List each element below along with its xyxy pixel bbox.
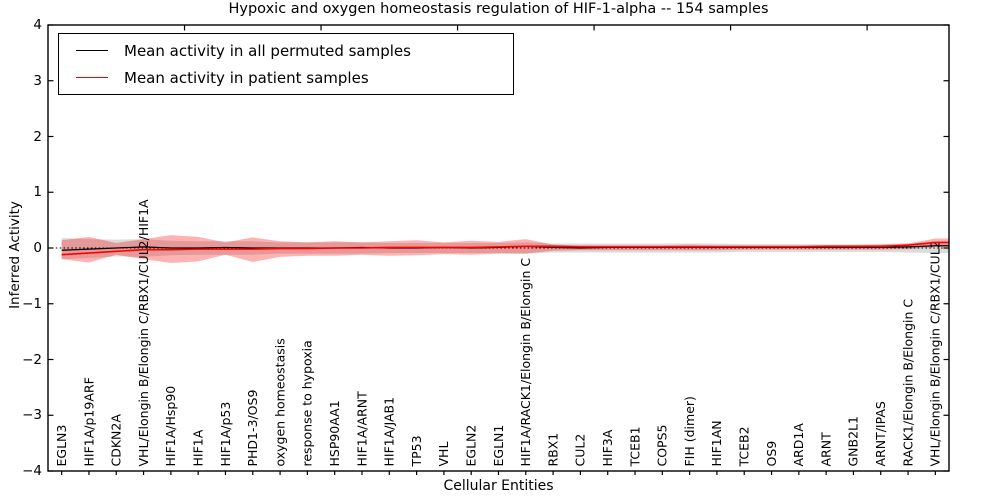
y-tick-label: −1 [22,295,42,312]
legend-label-permuted: Mean activity in all permuted samples [124,41,411,60]
x-tick-label-14: VHL [436,442,451,467]
y-tick-label: −4 [22,463,42,479]
legend: Mean activity in all permuted samples Me… [58,33,514,95]
x-tick-label-32: VHL/Elongin B/Elongin C/RBX1/CUL2 [928,240,943,466]
x-tick-label-0: EGLN3 [54,425,69,467]
x-tick-label-29: GNB2L1 [846,416,861,466]
x-tick-label-8: oxygen homeostasis [272,338,287,466]
x-tick-label-20: HIF3A [600,429,615,466]
x-tick-label-11: HIF1A/ARNT [354,391,369,467]
x-tick-label-12: HIF1A/JAB1 [382,397,397,467]
x-tick-label-18: RBX1 [545,433,560,467]
x-tick-label-6: HIF1A/p53 [218,402,233,467]
x-tick-label-7: PHD1-3/OS9 [245,390,260,467]
y-tick-label: 3 [33,72,42,89]
x-tick-label-13: TP53 [409,435,424,467]
legend-line-red-icon [76,77,108,78]
y-tick-label: 4 [33,17,42,33]
x-tick-label-26: OS9 [764,441,779,467]
x-tick-label-2: CDKN2A [109,414,124,467]
x-tick-label-25: TCEB2 [737,426,752,467]
permuted-std-band [61,237,950,260]
x-tick-label-24: HIF1AN [709,420,724,466]
y-tick-label: 0 [33,240,42,256]
x-tick-label-1: HIF1A/p19ARF [81,377,96,466]
x-tick-label-3: VHL/Elongin B/Elongin C/RBX1/CUL2/HIF1A [136,199,151,467]
x-tick-label-28: ARNT [818,432,833,467]
legend-entry-permuted: Mean activity in all permuted samples [76,42,513,60]
y-tick-label: 1 [33,184,42,201]
x-tick-label-23: FIH (dimer) [682,396,697,466]
legend-label-patient: Mean activity in patient samples [124,68,369,87]
x-tick-label-27: ARD1A [791,423,806,467]
x-tick-label-30: ARNT/IPAS [873,401,888,466]
series-line-patient [61,241,949,256]
x-tick-label-9: response to hypoxia [300,340,315,466]
y-tick-label: −2 [22,351,42,368]
x-tick-label-17: HIF1A/RACK1/Elongin B/Elongin C [518,258,533,467]
x-tick-label-19: CUL2 [573,434,588,467]
x-tick-label-31: RACK1/Elongin B/Elongin C [900,299,915,467]
x-tick-label-16: EGLN1 [491,425,506,467]
x-axis-title: Cellular Entities [443,478,554,494]
y-tick-label: 2 [33,128,42,145]
legend-line-black-icon [76,50,108,51]
x-tick-label-4: HIF1A/Hsp90 [163,386,178,467]
x-tick-label-22: COPS5 [655,425,670,467]
x-tick-label-5: HIF1A [190,429,205,466]
x-tick-label-21: TCEB1 [627,426,642,467]
x-tick-label-15: EGLN2 [463,425,478,467]
patient-std-band [61,235,950,264]
y-tick-label: −3 [22,407,42,424]
legend-entry-patient: Mean activity in patient samples [76,69,513,87]
x-tick-label-10: HSP90AA1 [327,400,342,466]
y-axis-title: Inferred Activity [7,201,23,309]
chart-title: Hypoxic and oxygen homeostasis regulatio… [228,1,769,17]
